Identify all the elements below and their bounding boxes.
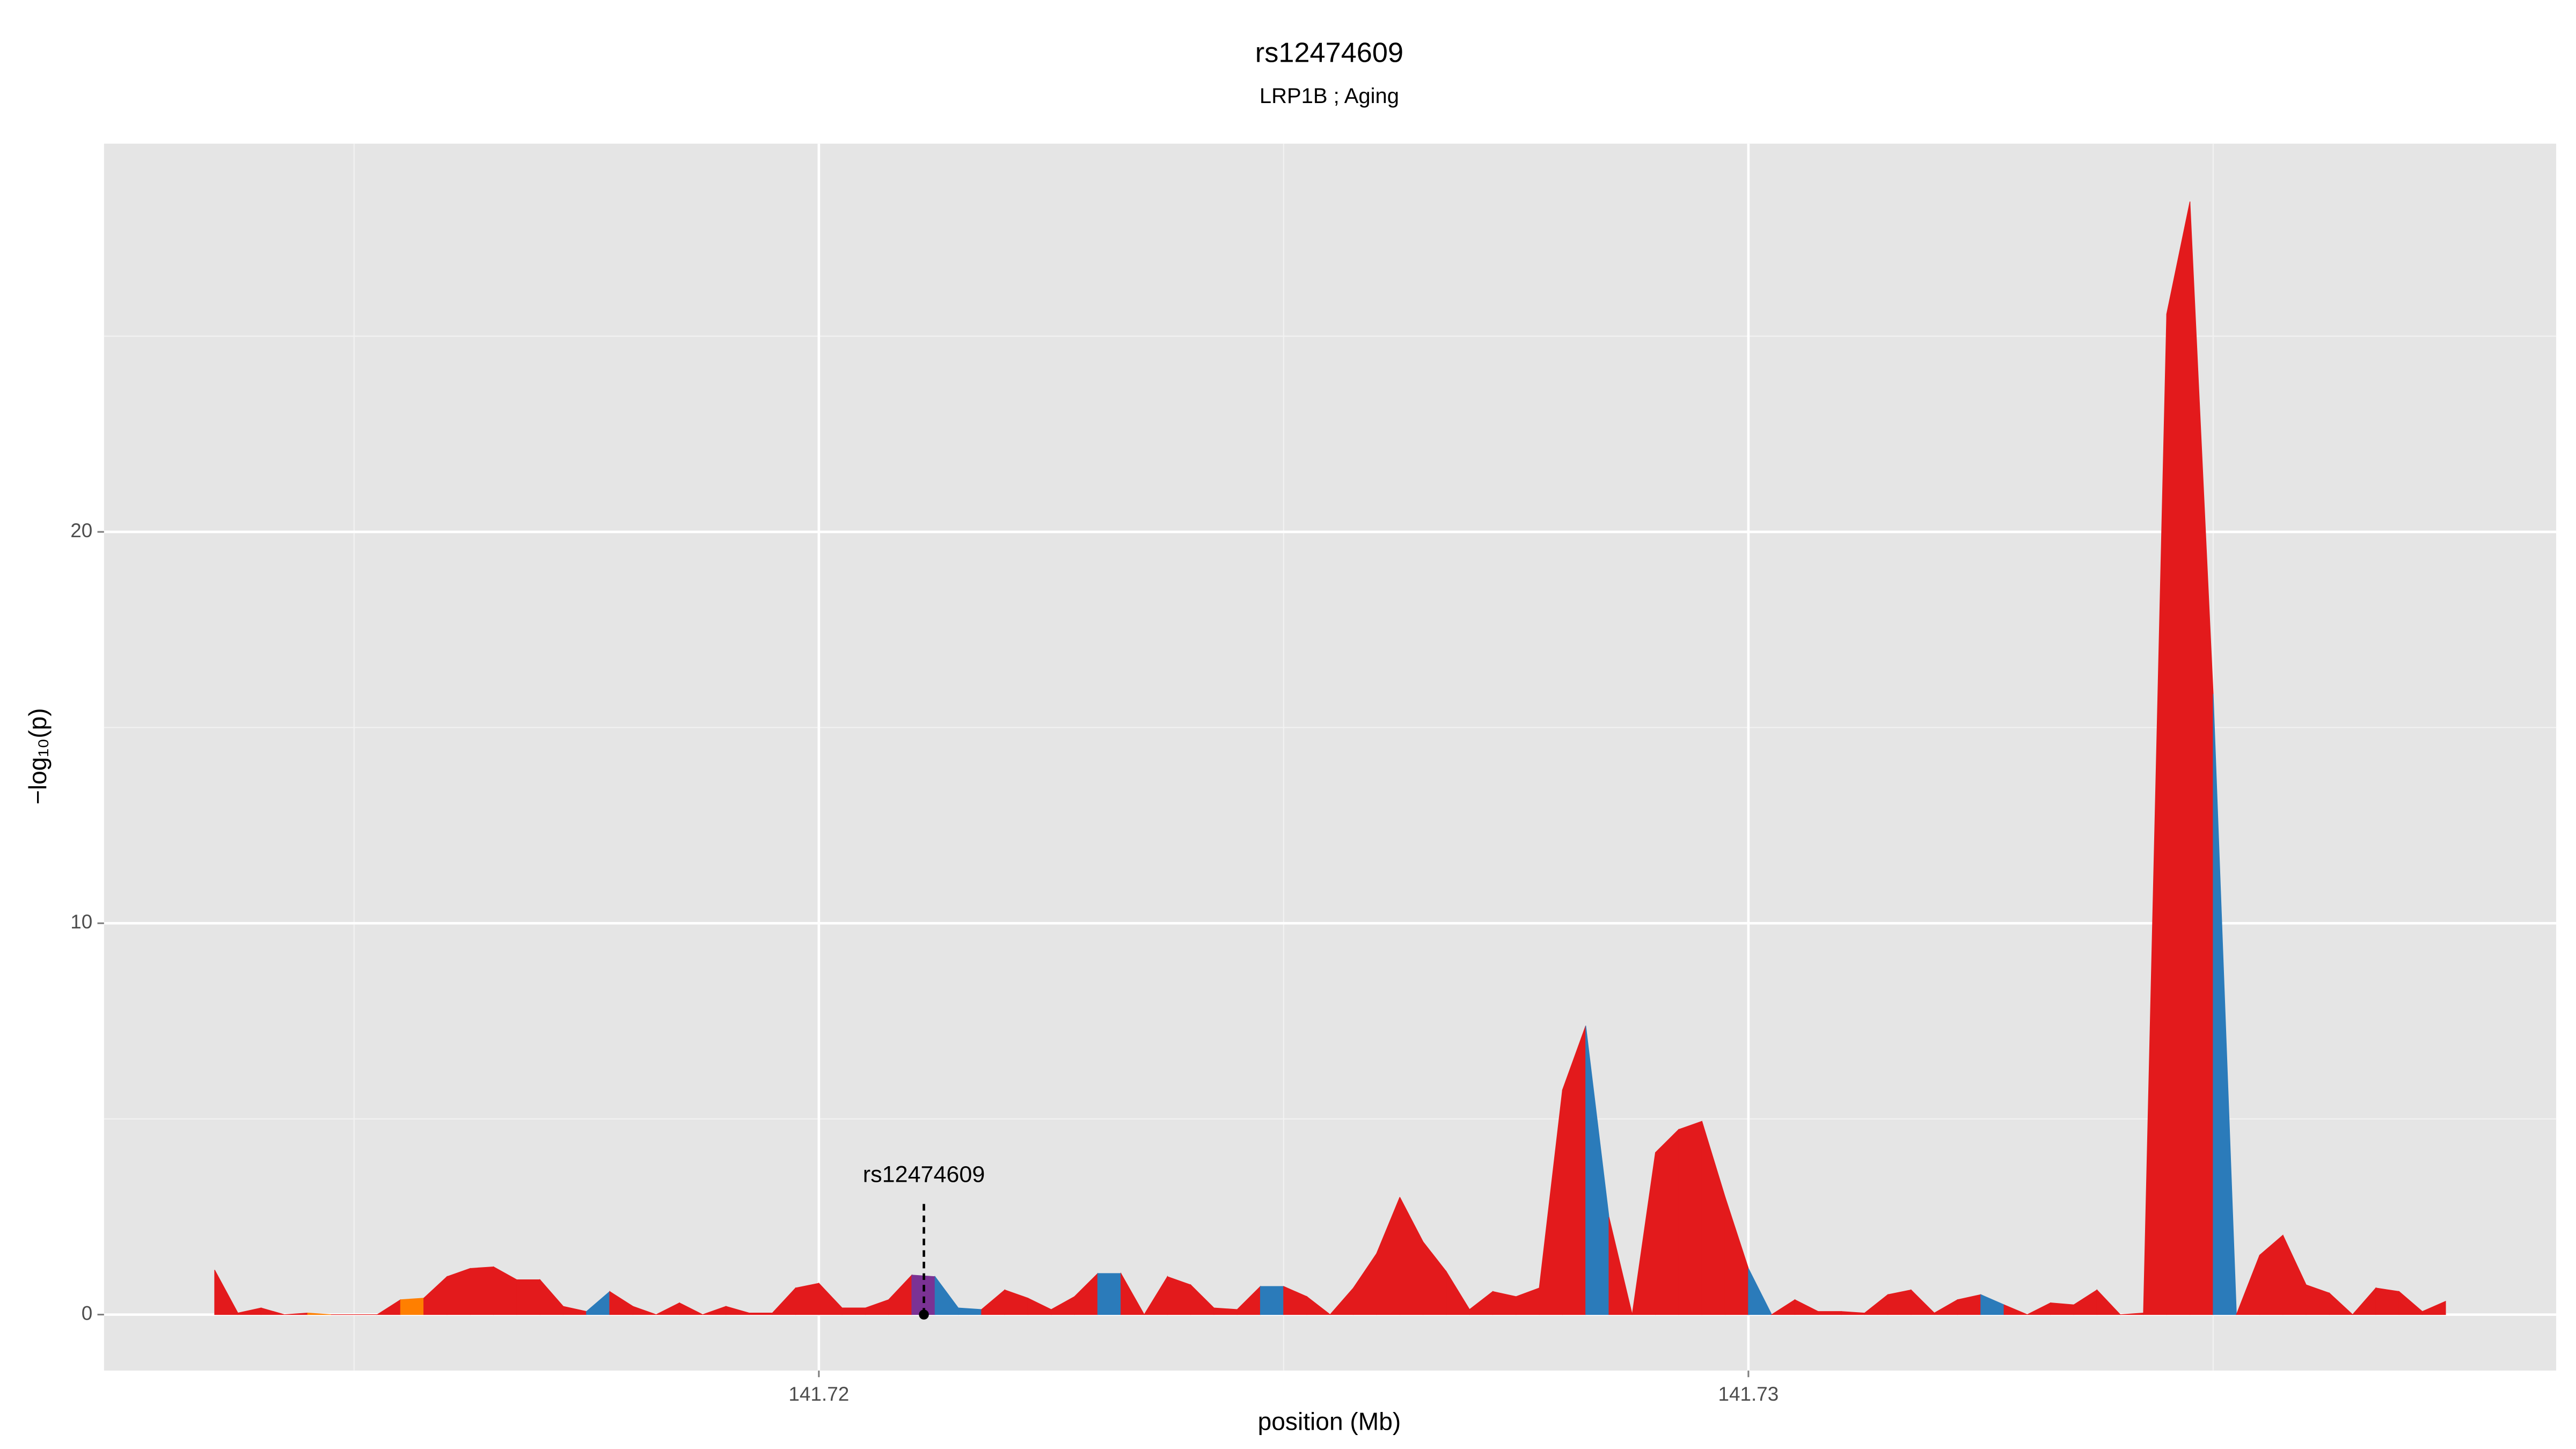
chart-subtitle: LRP1B ; Aging <box>1260 84 1399 108</box>
area-segment <box>400 1298 425 1315</box>
y-tick-label: 10 <box>70 911 92 933</box>
area-segment <box>260 1307 285 1315</box>
area-segment <box>307 1312 331 1315</box>
area-segment <box>1121 1272 1145 1315</box>
area-segment <box>2003 1304 2028 1315</box>
area-segment <box>749 1313 773 1315</box>
area-segment <box>1608 1217 1633 1315</box>
area-segment <box>1818 1311 1842 1315</box>
area-segment <box>795 1283 819 1315</box>
y-tick-label: 0 <box>82 1302 93 1324</box>
area-segment <box>2422 1300 2446 1315</box>
area-segment <box>2213 693 2237 1315</box>
area-segment <box>1097 1273 1122 1315</box>
area-segment <box>1655 1129 1679 1315</box>
area-segment <box>1748 1268 1773 1315</box>
area-segment <box>841 1307 866 1315</box>
area-segment <box>679 1302 703 1315</box>
area-segment <box>470 1266 494 1315</box>
annotation: rs12474609 <box>863 1161 985 1320</box>
x-axis-title: position (Mb) <box>1258 1407 1401 1435</box>
x-tick-label: 141.73 <box>1718 1383 1779 1405</box>
area-segment <box>2329 1292 2354 1315</box>
x-tick-label: 141.72 <box>788 1383 849 1405</box>
area-segment <box>2096 1289 2121 1315</box>
area-segment <box>2166 201 2191 1315</box>
area <box>214 201 2446 1315</box>
area-segment <box>1678 1121 1702 1315</box>
highlight-label: rs12474609 <box>863 1161 985 1187</box>
highlight-point <box>919 1309 929 1320</box>
area-segment <box>1306 1296 1331 1315</box>
area-segment <box>2375 1287 2399 1315</box>
y-tick-label: 20 <box>70 519 92 541</box>
area-segment <box>632 1306 656 1315</box>
area-segment <box>1260 1286 1284 1315</box>
y-axis-title: −log₁₀(p) <box>24 708 52 804</box>
chart-title: rs12474609 <box>1255 37 1403 68</box>
area-segment <box>2050 1302 2074 1315</box>
area-segment <box>1887 1289 1912 1315</box>
area-segment <box>447 1268 471 1315</box>
area-segment <box>516 1279 540 1315</box>
